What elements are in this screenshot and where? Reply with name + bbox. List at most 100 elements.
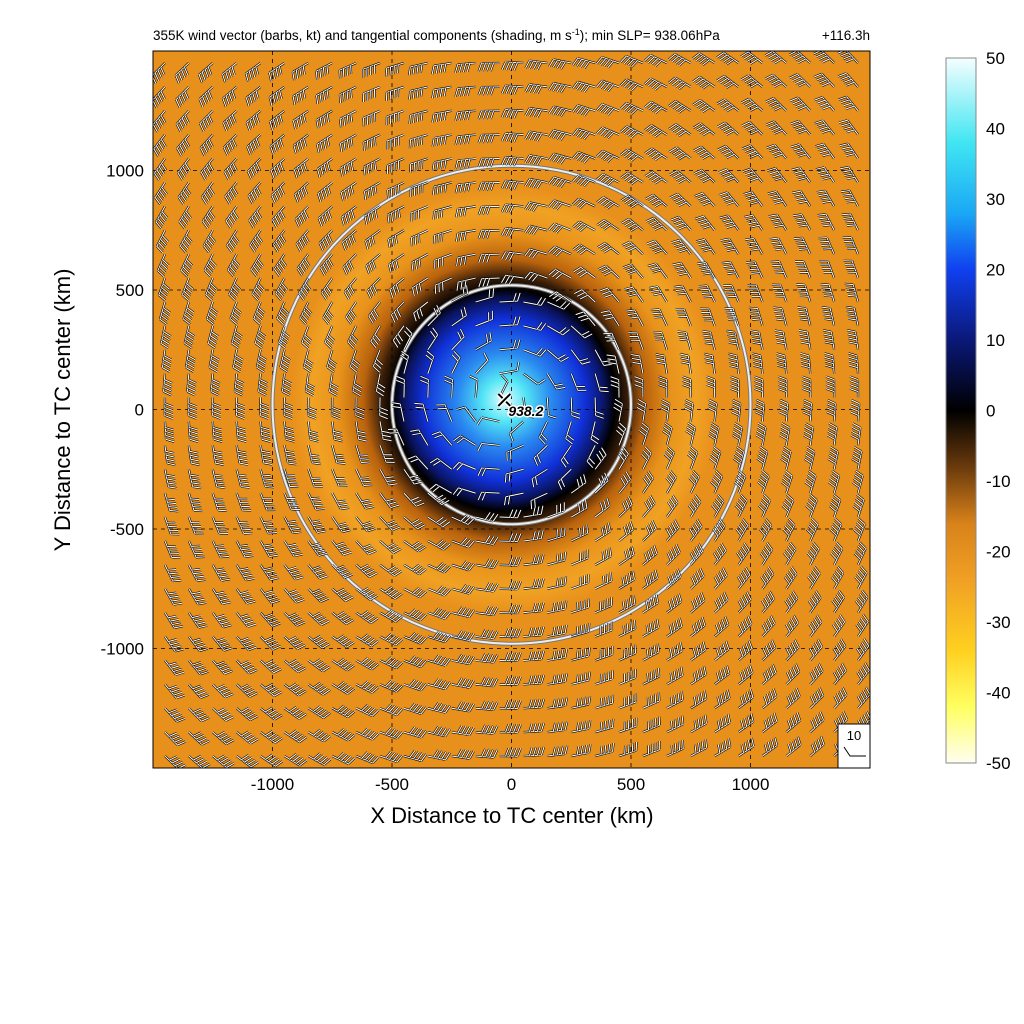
wind-barb [727,352,740,374]
wind-barb [665,494,679,518]
wind-barb [403,679,428,692]
wind-barb [709,445,722,470]
wind-barb [594,447,608,470]
wind-barb [840,189,860,207]
wind-barb [546,397,557,420]
wind-barb [475,748,499,759]
wind-barb [283,540,303,558]
wind-barb [802,398,813,422]
y-axis-ticks: -1000 -500 0 500 1000 [101,162,144,659]
wind-barb [375,373,386,397]
wind-barb [759,542,774,566]
wind-barb [230,325,243,350]
wind-barb [427,702,452,714]
wind-barb [331,681,356,695]
wind-barb [642,716,661,734]
wind-barb [600,309,620,327]
wind-barb [431,61,452,75]
wind-barb [331,540,353,556]
wind-barb [642,470,654,494]
wind-barb [620,194,644,209]
wind-barb [765,97,788,112]
wind-barb [790,143,812,160]
wind-barb [594,397,605,420]
wind-barb [307,540,328,557]
wind-barb [164,635,184,653]
wind-barb [814,119,836,136]
wind-barb [638,422,650,446]
wind-barb [403,608,428,622]
wind-barb [244,62,262,83]
wind-barb [259,492,276,512]
wind-barb [331,704,356,718]
wind-barb [385,109,405,126]
wind-barb [202,229,216,254]
wind-barb [235,588,256,605]
wind-barb [259,706,283,721]
wind-barb [610,375,621,398]
wind-barb [223,157,238,181]
wind-barb [829,517,843,542]
wind-barb [737,713,755,734]
wind-barb [409,181,429,197]
wind-barb [163,397,174,420]
wind-barb [665,470,677,494]
wind-barb [667,76,692,90]
wind-barb [269,109,286,131]
wind-barb [618,496,633,518]
wind-barb [292,109,309,130]
wind-barb [403,516,426,530]
wind-barb [571,719,592,734]
wind-barb [391,401,406,422]
wind-barb [432,205,453,220]
wind-barb [187,421,199,443]
wind-barb [351,373,363,397]
wind-barb [451,284,469,303]
wind-barb [524,177,548,190]
wind-barb [524,154,548,166]
wind-barb [619,125,644,139]
wind-barb [826,398,837,422]
wind-barb [643,77,668,91]
wind-barb [179,229,193,254]
wind-barb [160,325,172,349]
wind-barb [658,375,668,398]
wind-barb [175,86,190,108]
wind-barb [385,61,405,77]
wind-barb [292,133,310,154]
wind-barb [770,260,788,279]
wind-barb [499,723,522,734]
wind-barb [379,609,403,623]
wind-barb [792,213,812,231]
wind-barb [257,373,269,397]
wind-barb [433,253,453,269]
wind-barb [689,543,704,566]
wind-barb [523,321,547,332]
wind-barb [379,632,404,646]
wind-barb [283,516,302,535]
wind-barb [643,100,668,115]
wind-barb [712,518,726,542]
wind-barb [647,262,668,279]
wind-barb [781,493,795,518]
wind-barb [571,744,592,758]
wind-barb [713,567,728,590]
wind-barb [814,142,836,160]
wind-barb [698,284,716,303]
wind-barb [856,686,870,709]
wind-barb [634,375,645,398]
wind-barb [259,588,281,605]
wind-barb [451,537,476,549]
wind-barb [259,516,277,535]
wind-barb [211,421,223,443]
wind-barb [524,83,548,95]
wind-barb [211,564,231,582]
wind-barb [249,229,263,253]
wind-barb [248,205,263,229]
wind-barb [761,712,778,734]
wind-barb [468,374,479,398]
wind-barb [174,62,190,84]
wind-barb [476,442,500,452]
wind-barb [475,724,499,735]
wind-barb [707,398,718,422]
